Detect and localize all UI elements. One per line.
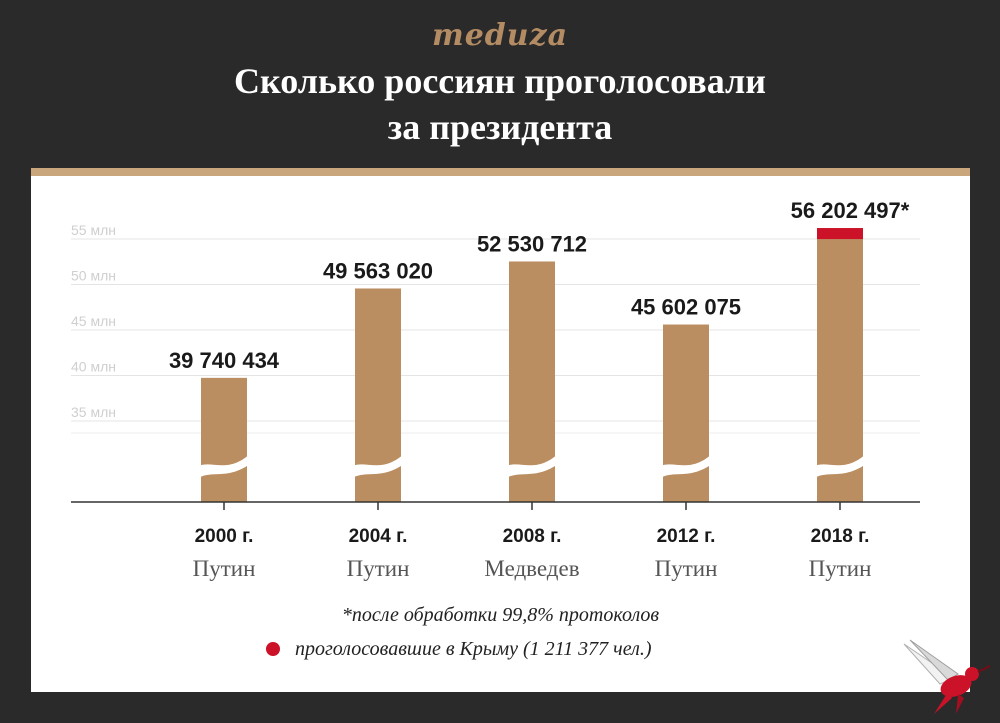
axis-break [352, 454, 404, 478]
legend-crimea-label: проголосовавшие в Крыму (1 211 377 чел.) [295, 637, 652, 660]
x-tick-label: 2004 г. [349, 526, 408, 547]
y-tick-label: 50 млн [71, 268, 116, 284]
y-tick-label: 35 млн [71, 404, 116, 420]
candidate-label: Медведев [484, 556, 579, 581]
bar-value-label: 56 202 497* [791, 198, 910, 223]
x-tick-label: 2008 г. [503, 526, 562, 547]
x-tick-label: 2000 г. [195, 526, 254, 547]
y-tick-label: 45 млн [71, 313, 116, 329]
bar [663, 324, 709, 502]
chart-card: 35 млн 40 млн 45 млн 50 млн 55 млн 39 740 434… [31, 168, 970, 692]
x-tick-label: 2012 г. [657, 526, 716, 547]
candidate-label: Путин [809, 556, 872, 581]
bar [817, 228, 863, 502]
title-line-2: за президента [387, 107, 613, 147]
axis-break [660, 454, 712, 478]
bar [201, 377, 247, 502]
bar-crimea-segment [817, 228, 863, 240]
chart-title: Сколько россиян проголосовали за президе… [0, 58, 1000, 150]
bar-chart: 35 млн 40 млн 45 млн 50 млн 55 млн 39 740 434… [71, 198, 920, 581]
axis-break [506, 454, 558, 478]
candidate-label: Путин [193, 556, 256, 581]
axis-break [814, 454, 866, 478]
legend-crimea-dot [266, 642, 280, 656]
bar-value-label: 49 563 020 [323, 258, 433, 283]
axis-break [198, 454, 250, 478]
bar-value-label: 45 602 075 [631, 295, 741, 320]
bar-value-label: 52 530 712 [477, 231, 587, 256]
footnote: *после обработки 99,8% протоколов [341, 604, 660, 626]
candidate-label: Путин [655, 556, 718, 581]
x-tick-label: 2018 г. [811, 526, 870, 547]
hummingbird-icon [903, 639, 991, 714]
meduza-logo: meduza [431, 18, 569, 53]
y-tick-label: 55 млн [71, 222, 116, 238]
legend: проголосовавшие в Крыму (1 211 377 чел.) [266, 636, 651, 662]
y-tick-label: 40 млн [71, 359, 116, 375]
candidate-label: Путин [347, 556, 410, 581]
bar-value-label: 39 740 434 [169, 348, 280, 373]
title-line-1: Сколько россиян проголосовали [234, 61, 766, 101]
